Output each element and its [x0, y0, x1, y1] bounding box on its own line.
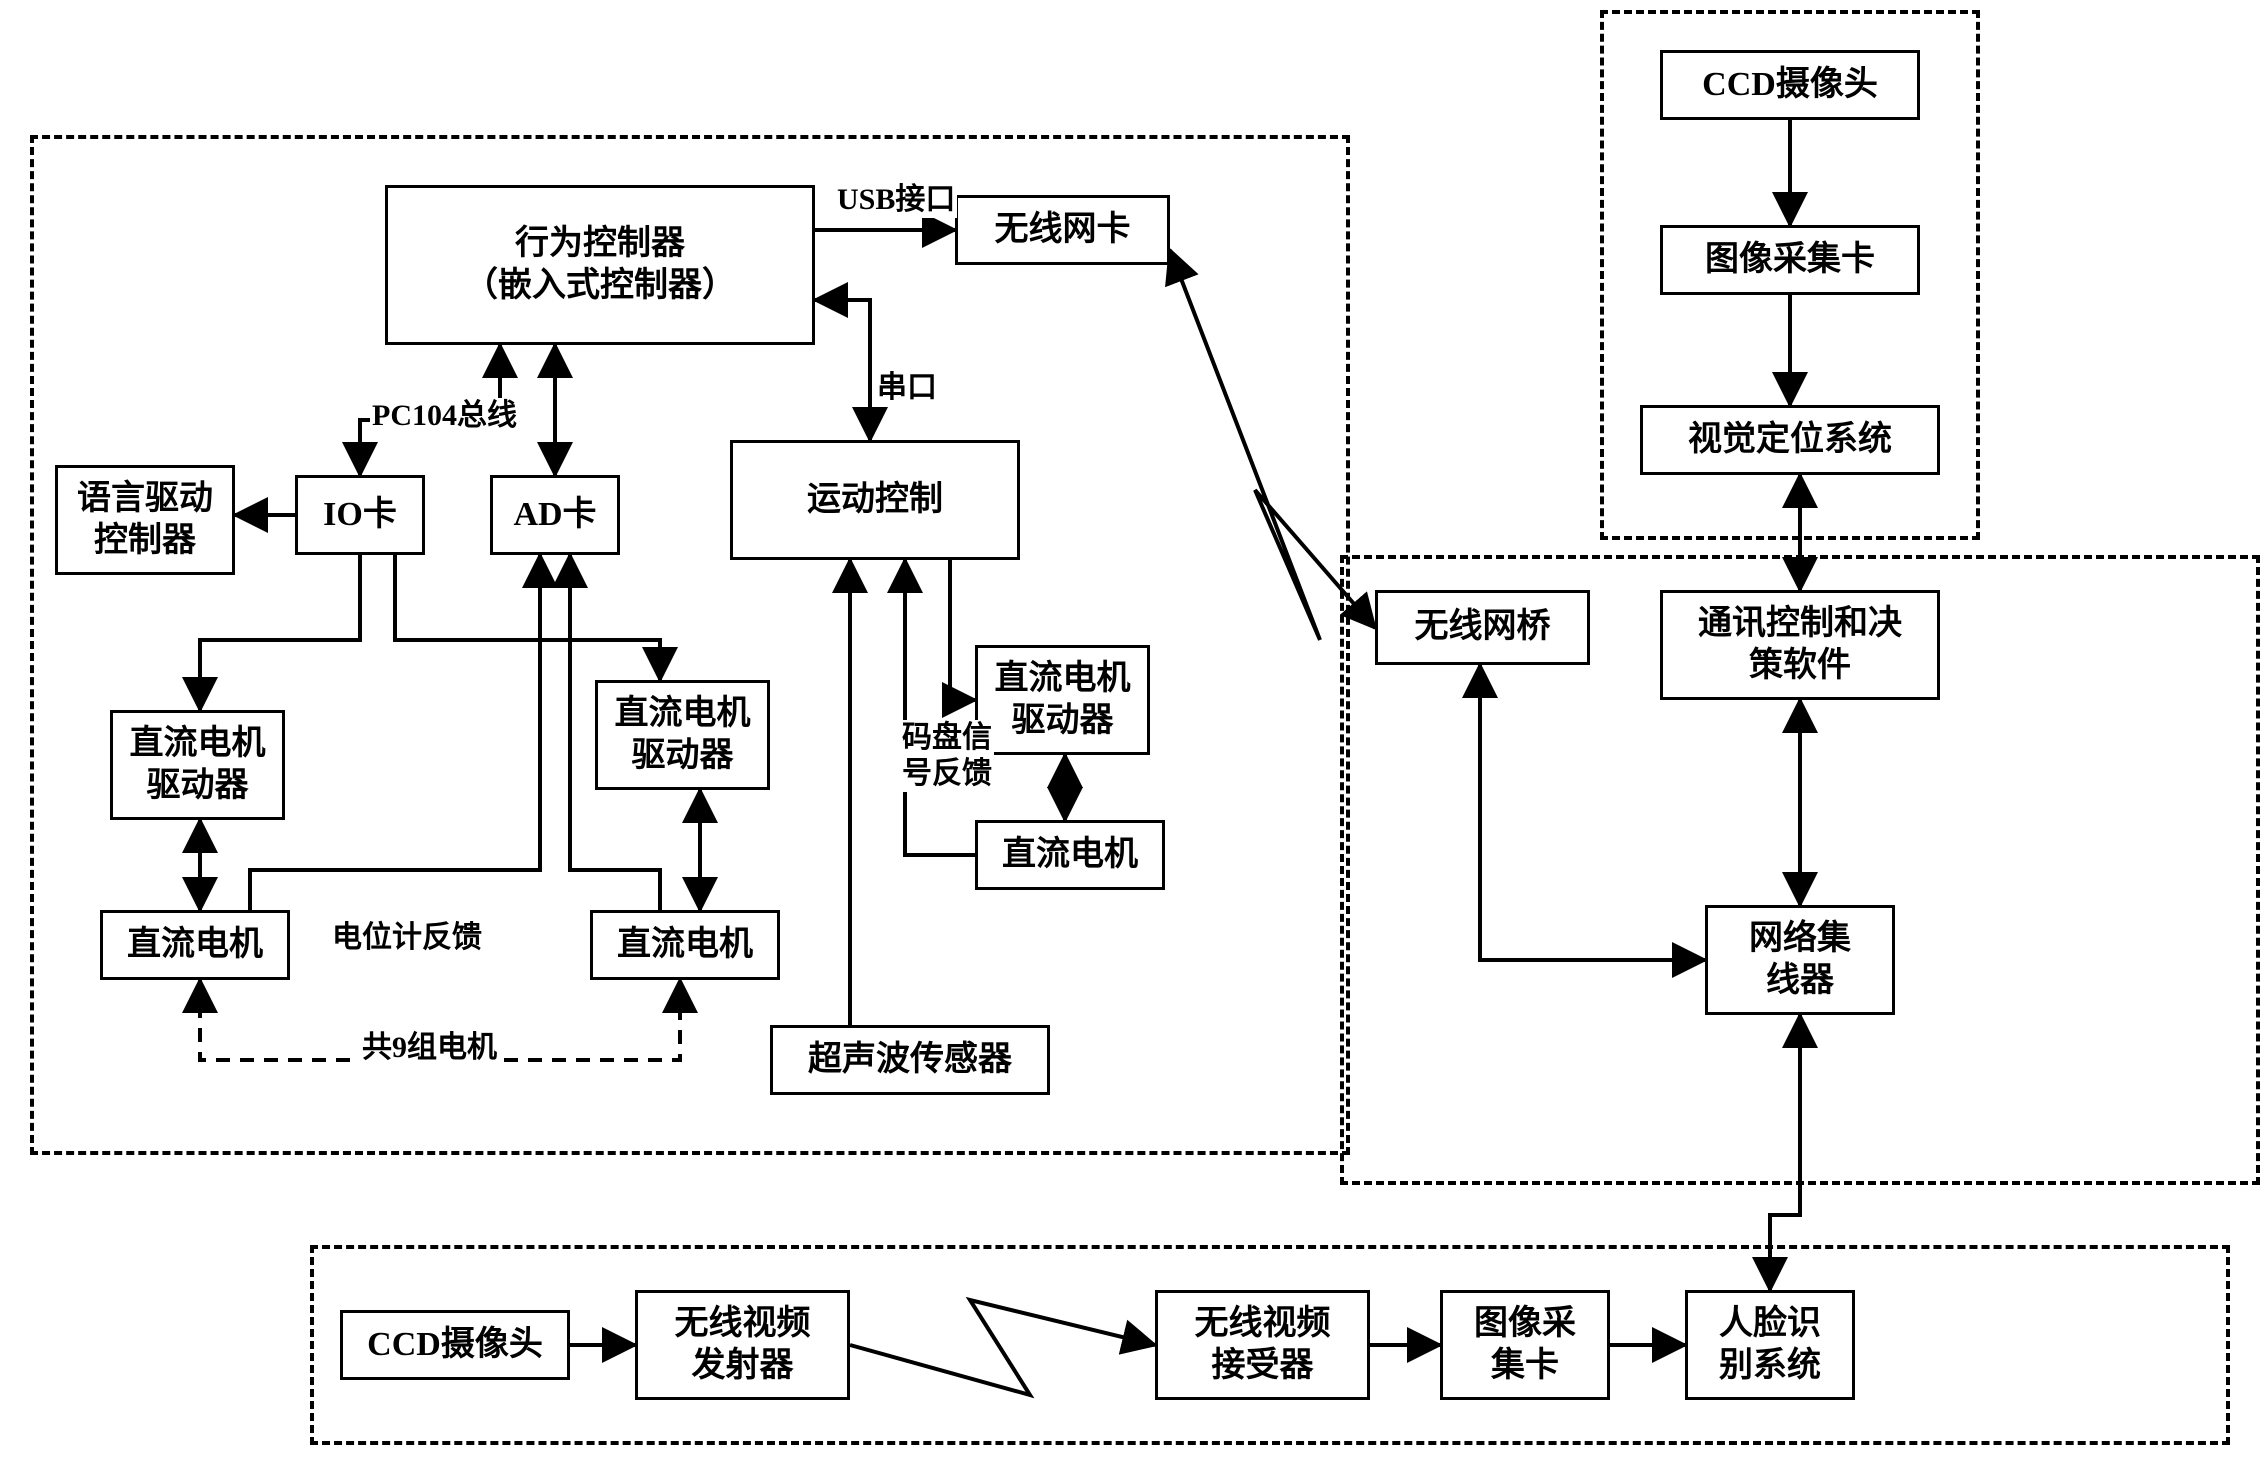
node-bridge: 无线网桥 [1375, 590, 1590, 665]
edge-label-1: 串口 [875, 370, 939, 406]
node-cam1: CCD摄像头 [1660, 50, 1920, 120]
node-facerec: 人脸识别系统 [1685, 1290, 1855, 1400]
node-visloc: 视觉定位系统 [1640, 405, 1940, 475]
node-hub: 网络集线器 [1705, 905, 1895, 1015]
edge-label-15: 共9组电机 [360, 1030, 499, 1066]
node-io: IO卡 [295, 475, 425, 555]
node-drv2: 直流电机驱动器 [595, 680, 770, 790]
node-vtx: 无线视频发射器 [635, 1290, 850, 1400]
node-behav: 行为控制器（嵌入式控制器） [385, 185, 815, 345]
node-dc1: 直流电机 [100, 910, 290, 980]
node-us: 超声波传感器 [770, 1025, 1050, 1095]
node-ad: AD卡 [490, 475, 620, 555]
node-cam2: CCD摄像头 [340, 1310, 570, 1380]
node-motion: 运动控制 [730, 440, 1020, 560]
node-imgcap2: 图像采集卡 [1440, 1290, 1610, 1400]
edge-label-13: 码盘信号反馈 [900, 720, 994, 792]
node-dc3: 直流电机 [975, 820, 1165, 890]
node-vrx: 无线视频接受器 [1155, 1290, 1370, 1400]
edge-label-2: PC104总线 [370, 398, 519, 434]
node-imgcap1: 图像采集卡 [1660, 225, 1920, 295]
edge-label-7: 电位计反馈 [330, 920, 484, 956]
node-drv3: 直流电机驱动器 [975, 645, 1150, 755]
node-wlan: 无线网卡 [955, 195, 1170, 265]
node-commsw: 通讯控制和决策软件 [1660, 590, 1940, 700]
node-dc2: 直流电机 [590, 910, 780, 980]
node-lang: 语言驱动控制器 [55, 465, 235, 575]
node-drv1: 直流电机驱动器 [110, 710, 285, 820]
edge-label-0: USB接口 [835, 182, 957, 218]
